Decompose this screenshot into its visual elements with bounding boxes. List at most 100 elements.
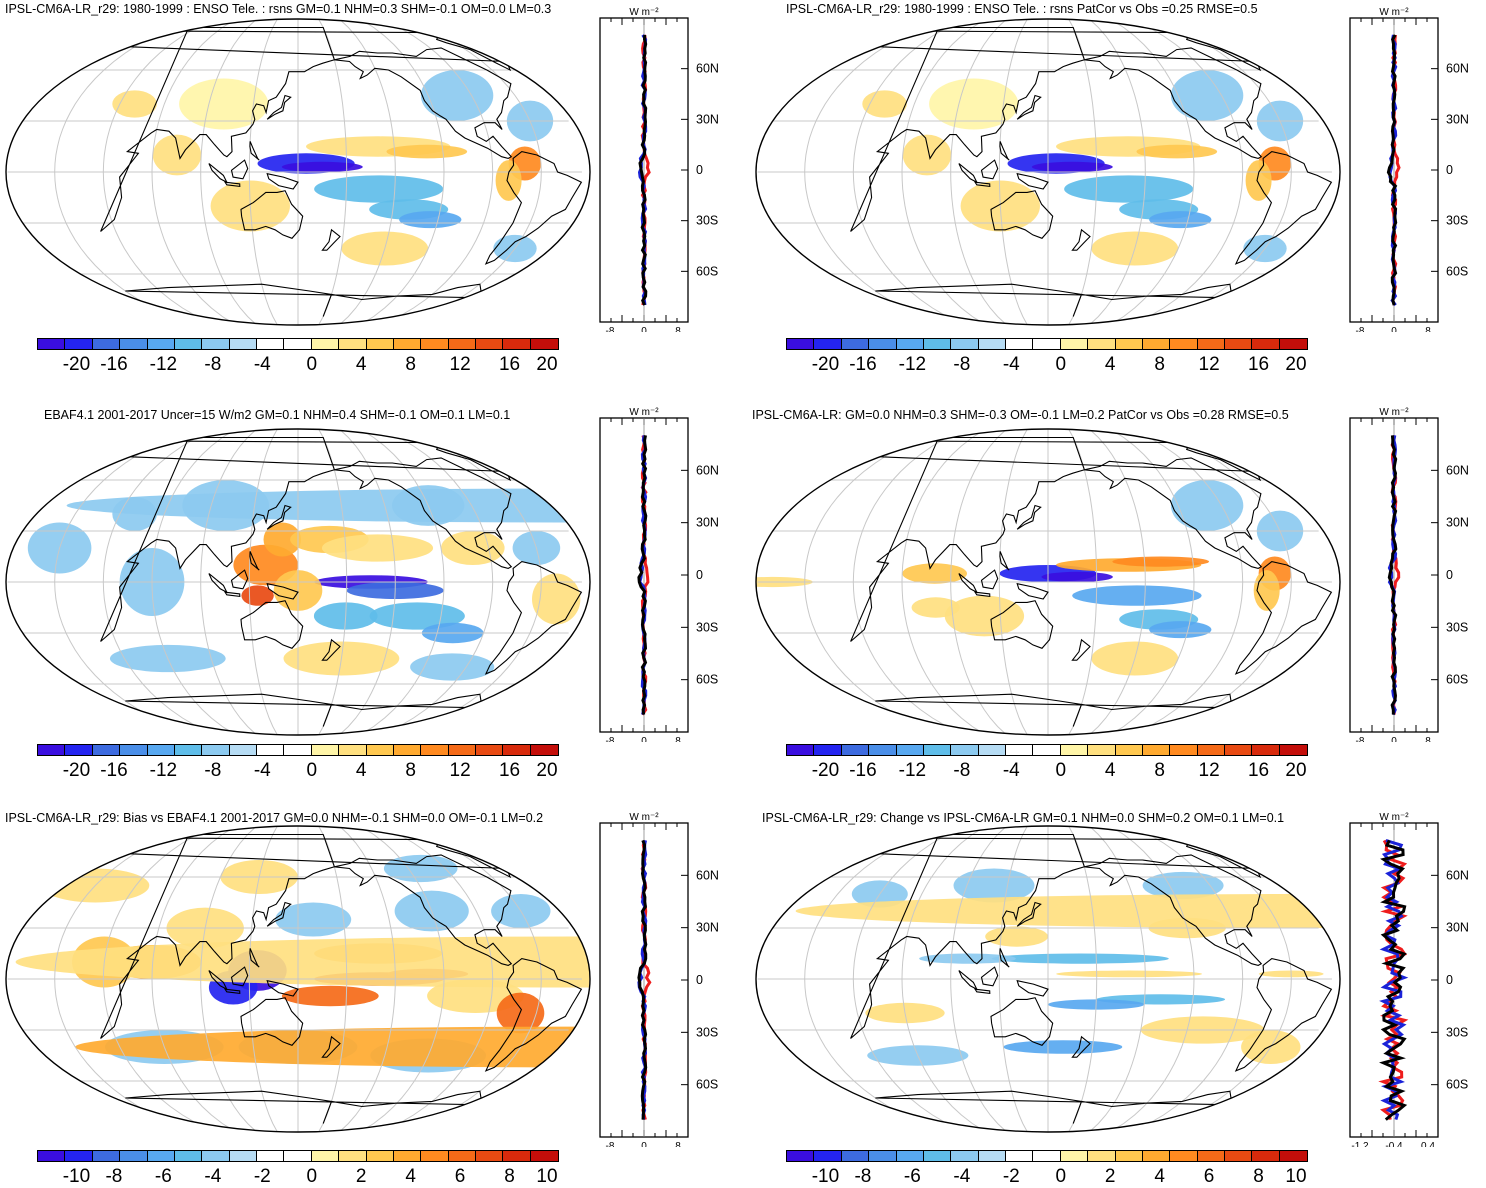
colorbar-label: -4 [953,1166,971,1187]
field-anomaly [314,175,444,203]
colorbar-label: 4 [1104,354,1116,375]
colorbar-label: -8 [854,1166,872,1187]
colorbar-cell [530,745,559,755]
coastline-asia [100,436,336,642]
field-anomaly [1149,211,1212,229]
zonal-lat-label: 30S [696,620,718,634]
colorbar-cell [38,745,66,755]
colorbar-cell [869,339,897,349]
colorbar-label: 0 [1055,760,1067,781]
colorbar-label: 0 [1055,354,1067,375]
colorbar-label: 10 [536,1166,558,1187]
field-anomaly [15,936,590,988]
colorbar-label: 8 [1253,1166,1264,1187]
colorbar-cell [787,339,815,349]
colorbar-cell [147,1151,175,1161]
coastline-nguinea [266,582,299,600]
colorbar-cell [1142,339,1171,349]
field-anomaly [1072,585,1202,606]
colorbar-cell [814,745,842,755]
colorbar-cell [1033,745,1061,755]
colorbar-cell [1170,339,1198,349]
coastline-philip [249,948,260,968]
colorbar-label: 0 [1055,1166,1067,1187]
coastline-asia [100,833,336,1039]
coastline-borneo [230,966,249,987]
colorbar-cell [841,339,870,349]
map-border [755,428,1341,736]
field-anomaly [383,854,458,883]
colorbar-label: 12 [449,760,471,781]
colorbar-cell [202,745,230,755]
colorbar-cell [174,339,203,349]
zonal-mean-plot: 60N 30N 0 30S 60S -8 0 8 W m⁻² [599,7,719,332]
colorbar-label: -4 [1002,760,1020,781]
colorbar-label: -6 [154,1166,172,1187]
coastline-nz [1071,1035,1091,1058]
colorbar-cells [37,1150,559,1162]
colorbar-label: 4 [1104,760,1116,781]
coastline-samerica [484,958,583,1072]
zonal-lat-label: 60N [696,868,719,882]
field-anomaly [281,985,379,1007]
colorbar-cell [257,745,285,755]
coastline-samerica [484,151,583,265]
colorbar-cell [284,1151,312,1161]
zonal-units: W m⁻² [1379,812,1409,823]
colorbar-cell [923,1151,952,1161]
colorbar-cell [1252,339,1280,349]
colorbar-cell [896,745,924,755]
colorbar-cell [147,745,175,755]
zonal-x-label: 8 [1425,736,1431,742]
map-field [756,19,1340,325]
panel-5: IPSL-CM6A-LR_r29: Bias vs EBAF4.1 2001-2… [0,805,743,1187]
colorbar-cell [229,745,257,755]
colorbar-label: -4 [1002,354,1020,375]
coastline-nguinea [1016,172,1049,190]
colorbar-label: -20 [811,354,840,375]
colorbar-cell [503,1151,531,1161]
colorbar-cell [1279,339,1308,349]
coastline-nz [1071,638,1091,661]
field-anomaly [902,134,952,176]
coastline-alaska_na [1084,457,1263,569]
coastline-nz [321,228,341,251]
zonal-x-label: 8 [675,736,681,742]
colorbar-cell [1142,1151,1171,1161]
map-border [755,825,1341,1133]
map-field [6,826,590,1132]
panel-title: IPSL-CM6A-LR_r29: Bias vs EBAF4.1 2001-2… [5,811,544,825]
colorbar-cell [202,1151,230,1161]
colorbar-cell [1225,339,1253,349]
map-border [755,18,1341,326]
colorbar-cell [1252,745,1280,755]
colorbar-label: 16 [1247,354,1270,375]
zonal-lat-label: 30N [1446,516,1469,530]
colorbar-label: 6 [454,1166,466,1187]
zonal-units: W m⁻² [1379,407,1409,418]
colorbar-cells [37,338,559,350]
colorbar-label: -8 [204,760,222,781]
colorbar-cell [869,1151,897,1161]
colorbar-label: 0 [306,1166,318,1187]
zonal-units: W m⁻² [629,812,659,823]
coastline-asia [100,26,336,232]
colorbar-cell [393,745,422,755]
colorbar-cell [1225,745,1253,755]
colorbar-cell [1088,339,1116,349]
colorbar-label: -12 [149,354,178,375]
coastline-nz [1071,228,1091,251]
colorbar-cell [923,745,952,755]
field-anomaly [985,926,1048,947]
zonal-lat-label: 60N [696,463,719,477]
coastline-japan [1016,94,1042,120]
zonal-lat-label: 30S [696,214,718,228]
zonal-x-label: 0 [1391,326,1397,332]
zonal-lat-label: 60S [696,673,718,687]
map-field [756,826,1340,1132]
colorbar-cell [787,1151,815,1161]
colorbar-cells [786,1150,1308,1162]
coastline-samerica [1234,151,1333,265]
panel-4: IPSL-CM6A-LR: GM=0.0 NHM=0.3 SHM=-0.3 OM… [750,400,1486,795]
field-anomaly [1041,571,1113,582]
